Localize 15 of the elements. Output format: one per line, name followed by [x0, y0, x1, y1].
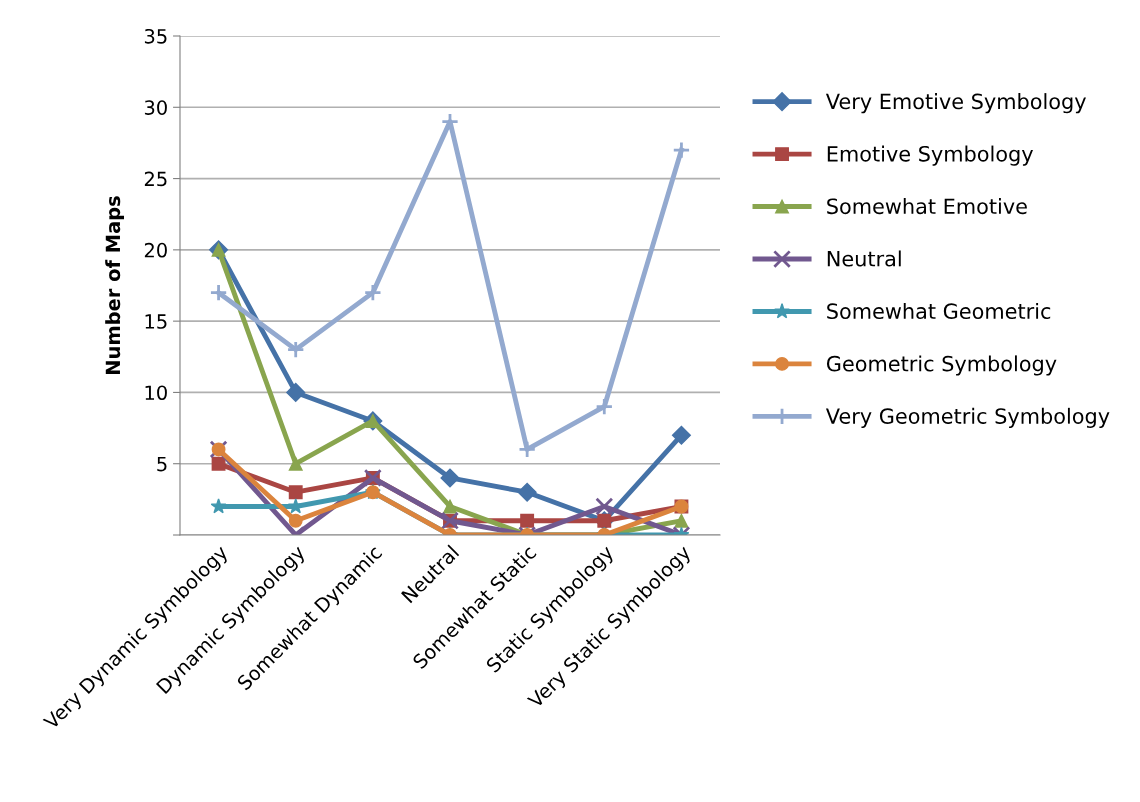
legend-label: Very Emotive Symbology	[825, 93, 1086, 114]
legend-label: Geometric Symbology	[826, 355, 1057, 376]
legend-label: Somewhat Geometric	[827, 302, 1051, 320]
y-tick-label: 10	[145, 385, 167, 401]
legend-label: Somewhat Emotive	[827, 198, 1027, 215]
y-tick-label: 35	[144, 28, 167, 44]
legend-label: Emotive Symbology	[827, 145, 1033, 166]
y-tick-label: 15	[145, 314, 167, 329]
y-axis-title: Number of Maps	[105, 196, 125, 374]
y-tick-label: 5	[157, 456, 167, 472]
legend-label: Neutral	[827, 250, 901, 267]
legend-label: Very Geometric Symbology	[825, 407, 1110, 428]
y-tick-label: 30	[144, 100, 167, 115]
y-tick-label: 20	[144, 242, 167, 258]
y-tick-label: 25	[144, 171, 167, 187]
